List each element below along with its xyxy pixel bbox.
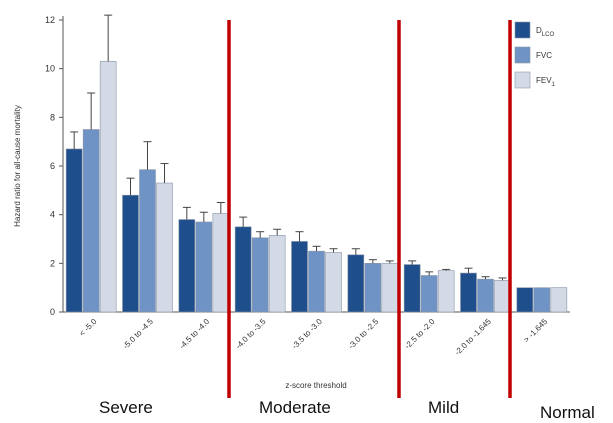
bar [550,287,568,313]
bar [291,241,308,313]
bar [364,263,382,313]
x-tick-label: -4.5 to -4.0 [178,317,212,351]
bar [460,272,477,313]
bar [325,252,342,313]
bar [234,226,252,313]
y-tick-label: 8 [50,112,55,122]
legend-swatch [514,71,531,89]
bar [494,280,511,313]
bar [178,219,196,313]
y-tick-label: 12 [45,15,55,25]
x-tick-label: -4.0 to -3.5 [234,317,268,351]
bars [65,14,568,313]
y-axis-label: Hazard ratio for all-cause mortality [13,105,22,227]
bar [347,254,365,313]
legend-swatch [514,46,531,64]
x-tick-label: -2.5 to -2.0 [403,317,437,351]
bar [65,148,83,313]
bar [139,169,156,313]
legend-label: FVC [536,51,552,60]
severity-label-normal: Normal [540,403,595,422]
bar [268,235,286,313]
severity-dividers [227,20,512,398]
bar [251,237,269,313]
bar [308,250,325,313]
y-tick-label: 0 [50,307,55,317]
x-axis-label: z-score threshold [285,381,346,390]
legend: DLCO FVC FEV1 [514,21,556,89]
bar [477,278,494,313]
y-tick-label: 10 [45,64,55,74]
x-tick-label: -3.0 to -2.5 [347,317,381,351]
y-tick-label: 4 [50,210,55,220]
bar [437,270,455,313]
legend-swatch [514,21,531,39]
bar [381,263,399,313]
bar [82,129,100,313]
legend-label: DLCO [536,26,554,38]
bar [420,275,438,313]
x-tick-label: -5.0 to -4.5 [121,317,155,351]
bar [195,221,213,313]
x-tick-label: -2.0 to -1.645 [453,317,493,357]
bar [156,182,173,313]
severity-label-mild: Mild [428,398,460,417]
legend-label: FEV1 [536,76,556,88]
x-tick-label: -3.5 to -3.0 [290,317,324,351]
bar [516,287,534,313]
bar [533,287,551,313]
severity-label-severe: Severe [99,398,153,417]
x-tick-label: < -5.0 [78,317,99,338]
bar [212,213,230,313]
x-tick-label: > -1.645 [522,317,550,345]
bar [122,194,139,313]
severity-label-moderate: Moderate [259,398,331,417]
y-tick-label: 6 [50,161,55,171]
bar [99,61,117,313]
bar [403,264,421,313]
y-tick-label: 2 [50,258,55,268]
